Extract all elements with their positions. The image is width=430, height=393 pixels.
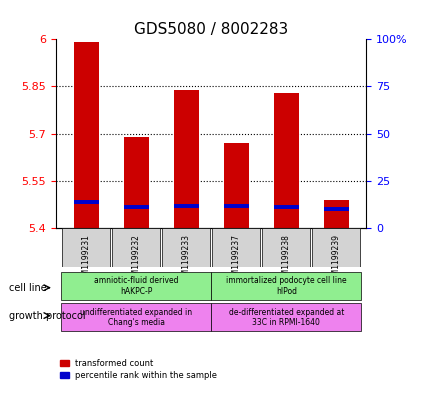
Text: GSM1199231: GSM1199231 bbox=[81, 234, 90, 285]
Bar bbox=[323, 200, 348, 228]
Text: GSM1199238: GSM1199238 bbox=[281, 234, 290, 285]
FancyBboxPatch shape bbox=[112, 228, 160, 267]
Text: immortalized podocyte cell line
hIPod: immortalized podocyte cell line hIPod bbox=[225, 276, 346, 296]
Text: growth protocol: growth protocol bbox=[9, 310, 85, 321]
FancyBboxPatch shape bbox=[61, 303, 211, 332]
FancyBboxPatch shape bbox=[162, 228, 210, 267]
Bar bbox=[123, 137, 148, 228]
Text: GSM1199239: GSM1199239 bbox=[331, 234, 340, 285]
Bar bbox=[223, 204, 248, 208]
Text: GSM1199237: GSM1199237 bbox=[231, 234, 240, 285]
Text: GSM1199233: GSM1199233 bbox=[181, 234, 190, 285]
Bar bbox=[173, 204, 198, 208]
FancyBboxPatch shape bbox=[61, 272, 211, 300]
Bar bbox=[323, 207, 348, 211]
FancyBboxPatch shape bbox=[211, 303, 360, 332]
Bar bbox=[123, 205, 148, 209]
FancyBboxPatch shape bbox=[261, 228, 310, 267]
FancyBboxPatch shape bbox=[212, 228, 260, 267]
FancyBboxPatch shape bbox=[312, 228, 359, 267]
Legend: transformed count, percentile rank within the sample: transformed count, percentile rank withi… bbox=[60, 359, 217, 380]
Text: undifferentiated expanded in
Chang's media: undifferentiated expanded in Chang's med… bbox=[80, 308, 192, 327]
Bar bbox=[74, 42, 98, 228]
Bar bbox=[173, 90, 198, 228]
Bar bbox=[74, 200, 98, 204]
Text: amniotic-fluid derived
hAKPC-P: amniotic-fluid derived hAKPC-P bbox=[94, 276, 178, 296]
Text: GSM1199232: GSM1199232 bbox=[131, 234, 140, 285]
Title: GDS5080 / 8002283: GDS5080 / 8002283 bbox=[134, 22, 288, 37]
Bar bbox=[273, 205, 298, 209]
Bar bbox=[273, 93, 298, 228]
Text: cell line: cell line bbox=[9, 283, 46, 293]
Bar bbox=[223, 143, 248, 228]
Text: de-differentiated expanded at
33C in RPMI-1640: de-differentiated expanded at 33C in RPM… bbox=[228, 308, 343, 327]
FancyBboxPatch shape bbox=[211, 272, 360, 300]
FancyBboxPatch shape bbox=[62, 228, 110, 267]
